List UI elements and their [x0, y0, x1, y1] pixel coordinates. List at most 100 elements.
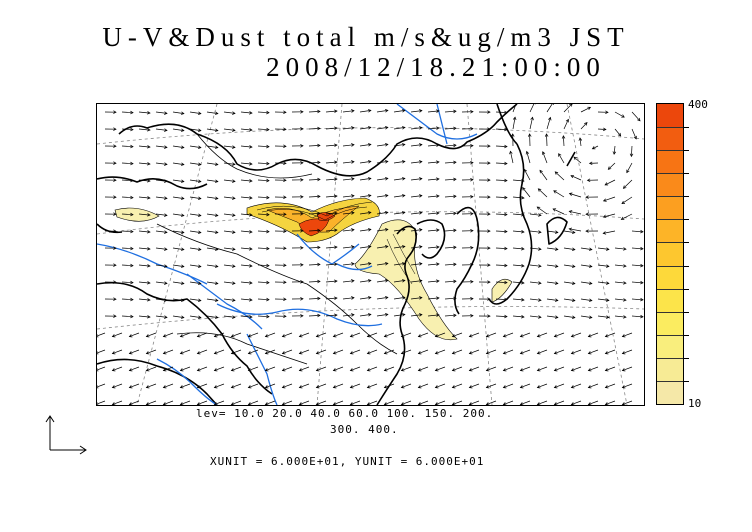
- wind-vector-head: [470, 194, 474, 199]
- wind-vector: [172, 264, 184, 267]
- wind-vector: [526, 151, 531, 164]
- wind-vector: [342, 161, 355, 164]
- wind-vector-head: [571, 298, 576, 303]
- wind-vector-head: [232, 247, 236, 251]
- reference-vector-icon: [45, 415, 87, 455]
- wind-vector-head: [332, 351, 337, 355]
- wind-vector-head: [623, 298, 627, 302]
- wind-vector-head: [419, 194, 423, 198]
- wind-vector: [410, 212, 422, 215]
- wind-vector: [138, 128, 151, 131]
- wind-vector-head: [367, 296, 372, 300]
- wind-vector-head: [606, 315, 610, 319]
- wind-vector: [333, 400, 344, 405]
- wind-vector-head: [453, 160, 457, 165]
- wind-vector: [299, 383, 310, 388]
- wind-vector-head: [367, 109, 372, 113]
- wind-vector-head: [587, 402, 592, 405]
- wind-vector: [435, 383, 446, 388]
- wind-vector-head: [367, 126, 372, 130]
- wind-vector: [376, 110, 388, 113]
- wind-vector: [435, 366, 446, 371]
- wind-vector-head: [367, 262, 372, 266]
- colorbar-segment: [657, 104, 683, 128]
- wind-vector: [410, 246, 422, 249]
- wind-vector: [257, 281, 270, 284]
- wind-vector: [172, 281, 184, 284]
- wind-vector-head: [281, 385, 286, 389]
- wind-vector-head: [419, 313, 423, 317]
- wind-vector: [444, 263, 457, 266]
- wind-vector-head: [485, 334, 490, 338]
- wind-vector: [623, 179, 633, 189]
- wind-vector-head: [384, 125, 389, 130]
- wind-vector-head: [554, 230, 559, 234]
- wind-vector-head: [180, 264, 185, 268]
- wind-vector: [410, 263, 422, 266]
- wind-vector-head: [298, 334, 303, 338]
- wind-vector-head: [553, 190, 557, 194]
- wind-vector: [512, 230, 525, 233]
- wind-vector-head: [504, 161, 508, 166]
- wind-vector-head: [197, 315, 202, 320]
- wind-vector-head: [470, 313, 474, 318]
- wind-vector: [325, 229, 338, 232]
- wind-vector-head: [283, 314, 287, 319]
- wind-vector-head: [300, 110, 304, 114]
- wind-vector: [325, 127, 338, 130]
- wind-vector: [172, 196, 184, 199]
- wind-vector-head: [502, 368, 507, 372]
- wind-vector: [603, 230, 616, 234]
- wind-vector: [452, 366, 463, 371]
- wind-vector-head: [436, 160, 440, 164]
- wind-vector: [180, 383, 191, 388]
- wind-vector: [495, 315, 508, 317]
- wind-vector: [325, 161, 338, 164]
- wind-vector: [206, 315, 218, 318]
- wind-vector-head: [504, 246, 508, 251]
- wind-vector-head: [588, 298, 593, 302]
- wind-vector-head: [538, 281, 542, 285]
- wind-vector: [308, 111, 321, 113]
- wind-vector: [138, 264, 151, 267]
- wind-vector: [206, 230, 218, 233]
- wind-vector: [495, 145, 508, 147]
- wind-vector: [359, 263, 371, 266]
- wind-vector-head: [468, 385, 473, 389]
- wind-vector-head: [232, 128, 236, 132]
- map-datetime: 2008/12/18.21:00:00: [266, 52, 606, 82]
- wind-vector: [316, 366, 327, 371]
- wind-vector: [97, 366, 106, 371]
- wind-vector: [563, 264, 575, 267]
- wind-vector: [529, 230, 542, 233]
- wind-vector: [435, 349, 446, 354]
- wind-vector: [172, 162, 184, 165]
- wind-vector: [631, 111, 641, 122]
- wind-vector: [138, 196, 151, 199]
- wind-vector-head: [487, 127, 491, 131]
- wind-vector-head: [317, 126, 321, 131]
- wind-vector: [597, 315, 609, 318]
- wind-vector: [97, 349, 106, 354]
- wind-vector: [223, 247, 236, 250]
- wind-vector: [367, 383, 378, 388]
- wind-vector-head: [130, 229, 134, 234]
- wind-vector-head: [470, 143, 474, 148]
- wind-vector: [553, 190, 565, 198]
- wind-vector-head: [400, 402, 405, 405]
- wind-vector-head: [525, 150, 530, 155]
- wind-vector: [325, 212, 338, 215]
- wind-vector-head: [180, 111, 185, 115]
- wind-vector-head: [147, 145, 151, 149]
- wind-vector-head: [521, 179, 525, 183]
- wind-vector-head: [519, 385, 524, 389]
- wind-vector-head: [351, 245, 355, 249]
- wind-vector-head: [629, 153, 634, 158]
- wind-vector: [197, 366, 208, 371]
- wind-vector: [571, 349, 582, 354]
- wind-vector-head: [249, 281, 253, 285]
- wind-vector-head: [470, 245, 474, 250]
- wind-vector: [308, 128, 321, 130]
- wind-vector-head: [283, 280, 287, 285]
- wind-vector: [376, 263, 388, 266]
